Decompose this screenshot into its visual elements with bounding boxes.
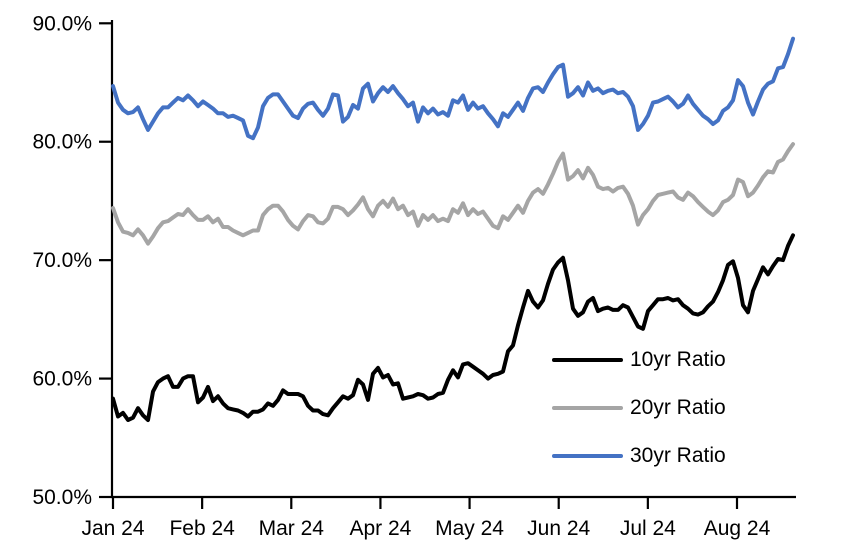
legend-item-20yr-ratio: 20yr Ratio (552, 384, 726, 432)
legend-label-20yr: 20yr Ratio (630, 396, 726, 419)
x-axis-tick-label: Jun 24 (527, 517, 590, 540)
y-axis-tick-label: 70.0% (32, 249, 92, 272)
legend-item-10yr-ratio: 10yr Ratio (552, 336, 726, 384)
x-axis-tick-label: Feb 24 (169, 517, 235, 540)
x-axis-tick-label: Jan 24 (81, 517, 144, 540)
legend-swatch-30yr-line-icon (552, 454, 623, 458)
series-line-10yr-ratio (111, 233, 795, 422)
x-axis-tick-label: Jul 24 (620, 517, 676, 540)
x-axis-tick-label: May 24 (435, 517, 504, 540)
x-axis-tick-label: Apr 24 (349, 517, 411, 540)
y-axis-tick-label: 80.0% (32, 131, 92, 154)
legend-label-30yr: 30yr Ratio (630, 444, 726, 467)
legend-swatch-20yr-line-icon (552, 406, 623, 410)
legend-item-30yr-ratio: 30yr Ratio (552, 432, 726, 480)
x-axis-tick-label: Aug 24 (704, 517, 771, 540)
y-axis-tick-label: 90.0% (32, 12, 92, 35)
y-axis-tick-label: 60.0% (32, 368, 92, 391)
chart-legend: 10yr Ratio 20yr Ratio 30yr Ratio (552, 336, 726, 480)
legend-label-10yr: 10yr Ratio (630, 348, 726, 371)
series-line-30yr-ratio (111, 36, 795, 141)
series-line-20yr-ratio (111, 142, 795, 246)
x-axis-tick-label: Mar 24 (259, 517, 325, 540)
legend-swatch-10yr-line-icon (552, 358, 623, 362)
y-axis-tick-label: 50.0% (32, 486, 92, 509)
